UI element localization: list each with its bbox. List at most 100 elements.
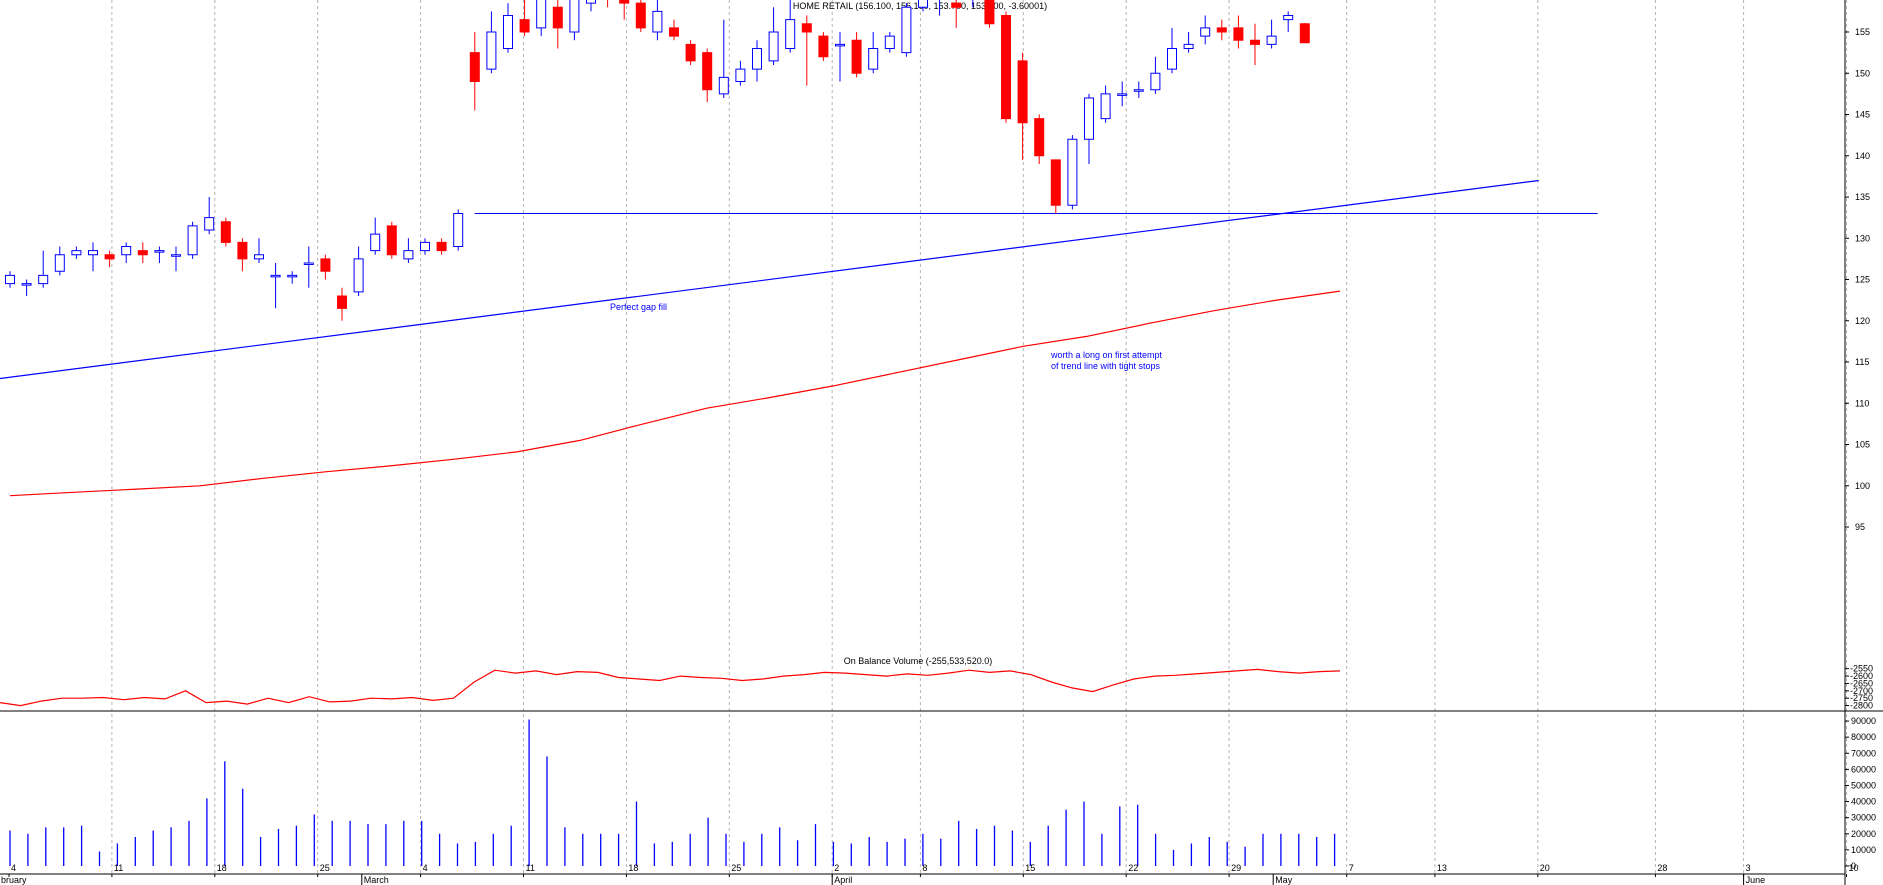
obv-tick-label: -2600	[1850, 671, 1873, 681]
day-label: 15	[1025, 863, 1035, 873]
candle-body-down	[951, 2, 962, 8]
candle-body-down	[635, 2, 646, 29]
candles-layer	[5, 0, 1310, 321]
candle-body-down	[469, 52, 480, 82]
month-label: April	[834, 875, 852, 885]
candle-body-down	[1216, 27, 1227, 33]
day-label: 22	[1128, 863, 1138, 873]
price-tick-label: 95	[1855, 522, 1865, 532]
candle-body-up	[486, 31, 497, 70]
day-label: 28	[1657, 863, 1667, 873]
candle-body-up	[154, 250, 165, 253]
candle-body-down	[386, 225, 397, 256]
candle-body-up	[835, 43, 845, 47]
candle-body-up	[1150, 72, 1161, 91]
volume-tick-label: 10000	[1851, 845, 1876, 855]
obv-line	[0, 668, 1341, 707]
day-label: 18	[217, 863, 227, 873]
volume-tick-label: 20000	[1851, 829, 1876, 839]
day-label: 4	[11, 863, 16, 873]
candle-body-down	[337, 295, 347, 309]
candle-body-up	[1167, 48, 1177, 70]
candle-body-down	[669, 27, 679, 37]
candle-body-up	[1200, 27, 1211, 37]
drawn-lines-layer	[0, 179, 1598, 380]
candle-body-down	[1299, 23, 1310, 44]
day-label: 25	[320, 863, 330, 873]
candle-body-up	[1283, 15, 1294, 21]
candle-body-down	[702, 52, 713, 91]
price-tick-label: 120	[1855, 316, 1870, 326]
volume-layer	[9, 719, 1336, 866]
candle-body-down	[984, 0, 995, 25]
price-tick-label: 150	[1855, 68, 1870, 78]
annotation-note-line1: worth a long on first attempt	[1050, 350, 1163, 360]
volume-tick-label: 40000	[1851, 797, 1876, 807]
price-tick-label: 140	[1855, 151, 1870, 161]
price-tick-label: 110	[1855, 398, 1869, 408]
candle-body-up	[1084, 97, 1094, 140]
candle-body-down	[237, 241, 248, 260]
price-tick-label: 100	[1855, 481, 1870, 491]
moving-average-line	[9, 290, 1341, 497]
candle-body-down	[685, 43, 696, 62]
candle-body-down	[1233, 27, 1244, 41]
candle-body-down	[436, 241, 447, 252]
candle-body-up	[270, 274, 281, 278]
candle-body-up	[403, 250, 414, 260]
candle-body-down	[320, 258, 331, 272]
candle-body-up	[254, 254, 264, 260]
day-label: 8	[922, 863, 927, 873]
candle-body-up	[54, 254, 65, 272]
candle-body-up	[785, 19, 796, 49]
obv-label: On Balance Volume (-255,533,520.0)	[844, 656, 993, 666]
candle-body-down	[1001, 15, 1011, 120]
price-axis: 9510010511011512012513013514014515015516…	[1845, 27, 1870, 532]
annotation-gap-fill: Perfect gap fill	[610, 302, 667, 312]
moving-average-layer	[9, 290, 1341, 497]
candle-body-up	[1100, 93, 1111, 120]
candle-body-up	[569, 0, 580, 33]
candle-body-down	[801, 23, 812, 33]
day-label: 20	[1540, 863, 1550, 873]
price-tick-label: 130	[1855, 233, 1870, 243]
candle-body-up	[453, 213, 464, 247]
day-label: 11	[526, 863, 535, 873]
day-label: 11	[114, 863, 123, 873]
day-label: 18	[628, 863, 638, 873]
candle-body-up	[868, 48, 879, 70]
volume-tick-label: 80000	[1851, 732, 1876, 742]
candle-body-up	[1133, 89, 1144, 92]
candle-body-down	[1034, 118, 1045, 157]
candle-body-up	[121, 246, 132, 256]
volume-tick-label: 90000	[1851, 716, 1876, 726]
candle-body-up	[1183, 43, 1194, 49]
price-tick-label: 155	[1855, 27, 1870, 37]
volume-tick-label: 30000	[1851, 813, 1876, 823]
obv-tick-label: -2550	[1850, 664, 1873, 674]
candle-body-up	[21, 283, 32, 286]
candle-body-up	[1266, 35, 1277, 45]
candle-body-up	[752, 48, 762, 70]
candle-body-up	[303, 262, 314, 265]
day-label: 13	[1437, 863, 1447, 873]
candle-body-up	[1117, 93, 1128, 96]
price-tick-label: 135	[1855, 192, 1870, 202]
obv-tick-label: -2650	[1850, 678, 1873, 688]
grid-lines	[111, 0, 1847, 874]
day-label: 7	[1349, 863, 1354, 873]
day-label: 29	[1231, 863, 1241, 873]
candle-body-down	[519, 19, 530, 33]
obv-layer	[0, 668, 1341, 707]
candle-body-up	[420, 241, 430, 252]
candle-body-up	[536, 0, 547, 29]
candle-body-up	[735, 68, 746, 82]
volume-tick-label: 0	[1851, 861, 1856, 871]
price-tick-label: 145	[1855, 110, 1870, 120]
candle-body-up	[918, 0, 928, 8]
month-label: June	[1746, 875, 1766, 885]
volume-axis: 90000 80000 70000 60000 50000 40000 30000 20000…	[1845, 716, 1876, 871]
